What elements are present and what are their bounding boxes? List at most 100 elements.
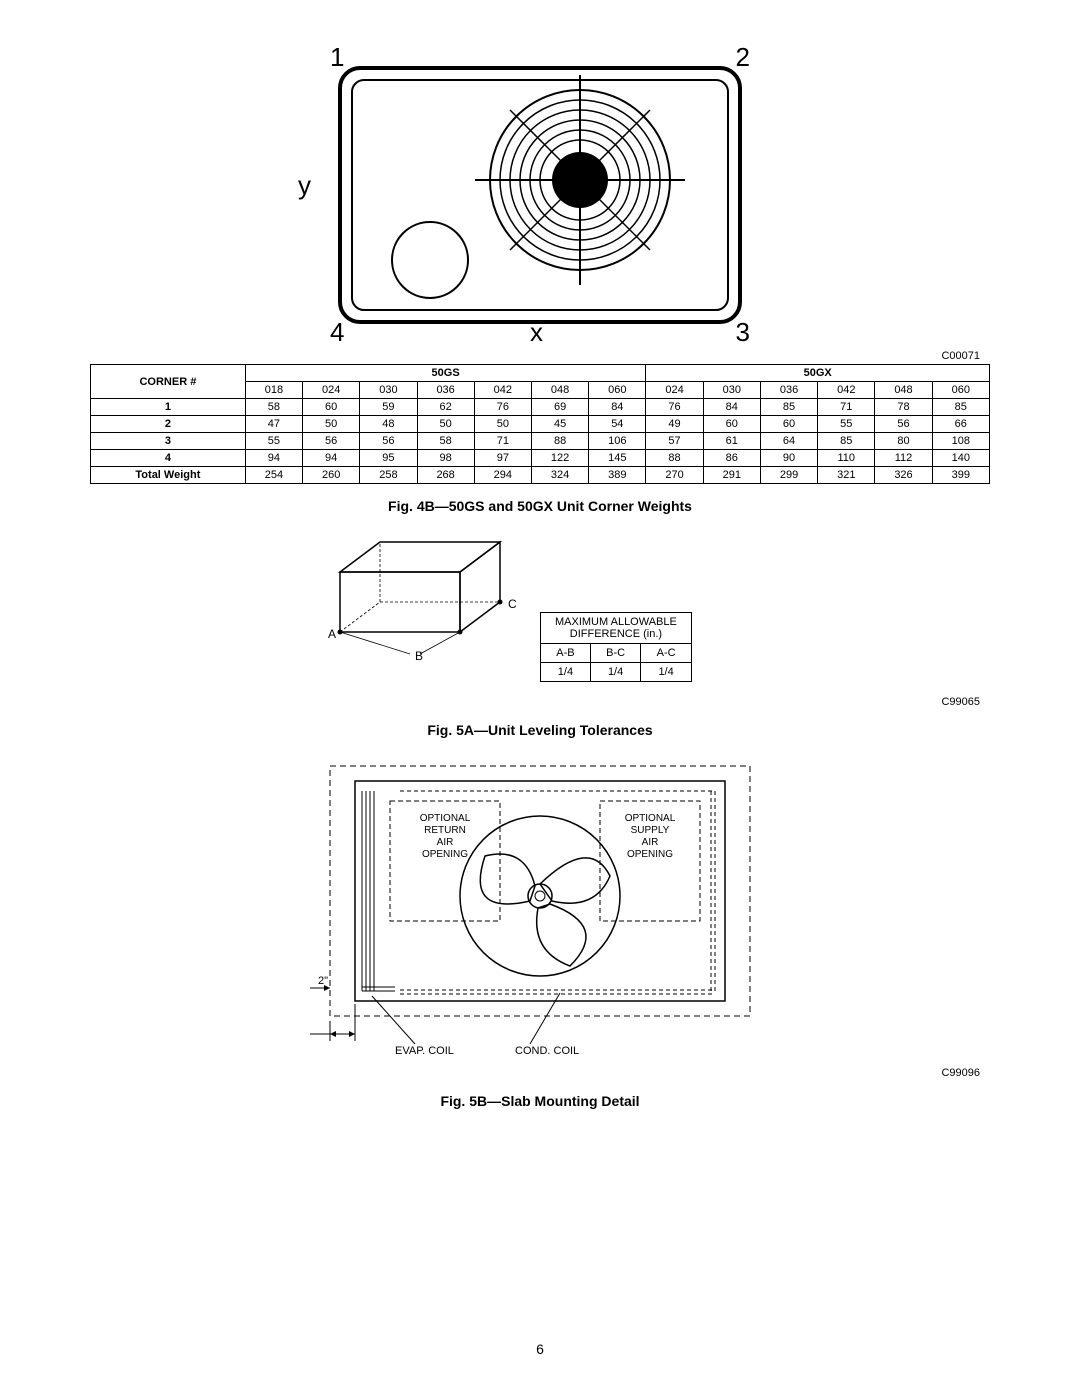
cell: 50: [303, 416, 360, 433]
total-cell: 326: [875, 467, 932, 484]
svg-text:AIR: AIR: [642, 837, 659, 848]
tol-col: A-B: [541, 644, 591, 663]
corner-3: 3: [736, 317, 750, 348]
cell: 88: [531, 433, 588, 450]
cell: 57: [646, 433, 703, 450]
total-cell: 324: [531, 467, 588, 484]
total-cell: 258: [360, 467, 417, 484]
total-cell: 321: [818, 467, 875, 484]
cell: 110: [818, 450, 875, 467]
cell: 85: [932, 399, 989, 416]
col-header: 048: [531, 382, 588, 399]
cell: 61: [703, 433, 760, 450]
tol-val: 1/4: [590, 663, 640, 682]
cell: 56: [360, 433, 417, 450]
fig-5b-diagram: OPTIONAL RETURN AIR OPENING OPTIONAL SUP…: [300, 756, 780, 1061]
total-cell: 268: [417, 467, 474, 484]
total-cell: 254: [245, 467, 302, 484]
svg-text:RETURN: RETURN: [424, 825, 466, 836]
fig-4b-caption: Fig. 4B—50GS and 50GX Unit Corner Weight…: [90, 498, 990, 514]
svg-text:SUPPLY: SUPPLY: [631, 825, 670, 836]
cell: 50: [417, 416, 474, 433]
col-header: 036: [760, 382, 817, 399]
cell: 60: [760, 416, 817, 433]
cell: 54: [589, 416, 646, 433]
cell: 60: [703, 416, 760, 433]
col-header: 030: [360, 382, 417, 399]
corner-weights-table: CORNER # 50GS 50GX 018024030036042048060…: [90, 364, 990, 484]
row-label: 4: [91, 450, 246, 467]
axis-y: y: [298, 170, 311, 201]
fig-5a-code: C99065: [90, 696, 980, 708]
fig-5a-diagram: A B C MAXIMUM ALLOWABLE DIFFERENCE (in.)…: [320, 532, 760, 692]
total-cell: 399: [932, 467, 989, 484]
cell: 94: [303, 450, 360, 467]
cell: 78: [875, 399, 932, 416]
total-cell: 389: [589, 467, 646, 484]
fig-4b-diagram: 1 2 3 4 y x: [320, 50, 760, 340]
tol-header: MAXIMUM ALLOWABLE DIFFERENCE (in.): [541, 613, 692, 644]
cell: 140: [932, 450, 989, 467]
cell: 58: [245, 399, 302, 416]
col-header: 018: [245, 382, 302, 399]
corner-1: 1: [330, 42, 344, 73]
corner-4: 4: [330, 317, 344, 348]
svg-text:OPTIONAL: OPTIONAL: [625, 813, 676, 824]
label-c: C: [508, 597, 517, 611]
cell: 98: [417, 450, 474, 467]
tol-col: B-C: [590, 644, 640, 663]
col-header: 060: [932, 382, 989, 399]
cell: 59: [360, 399, 417, 416]
col-header: 036: [417, 382, 474, 399]
cell: 56: [875, 416, 932, 433]
dim-2in: 2": [318, 975, 328, 987]
th-corner: CORNER #: [91, 365, 246, 399]
col-header: 048: [875, 382, 932, 399]
row-label: 3: [91, 433, 246, 450]
evap-coil-label: EVAP. COIL: [395, 1045, 454, 1056]
cell: 85: [760, 399, 817, 416]
page-number: 6: [0, 1341, 1080, 1357]
total-cell: 260: [303, 467, 360, 484]
col-header: 024: [646, 382, 703, 399]
tol-val: 1/4: [541, 663, 591, 682]
total-label: Total Weight: [91, 467, 246, 484]
cell: 64: [760, 433, 817, 450]
fig-5b-code: C99096: [90, 1067, 980, 1079]
cell: 95: [360, 450, 417, 467]
cell: 84: [703, 399, 760, 416]
cell: 66: [932, 416, 989, 433]
cell: 90: [760, 450, 817, 467]
cell: 60: [303, 399, 360, 416]
cell: 108: [932, 433, 989, 450]
col-header: 030: [703, 382, 760, 399]
corner-2: 2: [736, 42, 750, 73]
cell: 48: [360, 416, 417, 433]
total-cell: 291: [703, 467, 760, 484]
fig-5b-caption: Fig. 5B—Slab Mounting Detail: [90, 1093, 990, 1109]
cond-coil-label: COND. COIL: [515, 1045, 579, 1056]
total-cell: 270: [646, 467, 703, 484]
col-header: 042: [818, 382, 875, 399]
cell: 56: [303, 433, 360, 450]
svg-text:OPTIONAL: OPTIONAL: [420, 813, 471, 824]
cell: 84: [589, 399, 646, 416]
cell: 58: [417, 433, 474, 450]
th-50gx: 50GX: [646, 365, 990, 382]
cell: 71: [818, 399, 875, 416]
col-header: 024: [303, 382, 360, 399]
cell: 94: [245, 450, 302, 467]
cell: 122: [531, 450, 588, 467]
cell: 85: [818, 433, 875, 450]
th-50gs: 50GS: [245, 365, 646, 382]
cell: 45: [531, 416, 588, 433]
cell: 50: [474, 416, 531, 433]
unit-top-view: [330, 50, 750, 340]
svg-text:AIR: AIR: [437, 837, 454, 848]
row-label: 2: [91, 416, 246, 433]
row-label: 1: [91, 399, 246, 416]
axis-x: x: [530, 317, 543, 348]
cell: 106: [589, 433, 646, 450]
cell: 97: [474, 450, 531, 467]
cell: 145: [589, 450, 646, 467]
